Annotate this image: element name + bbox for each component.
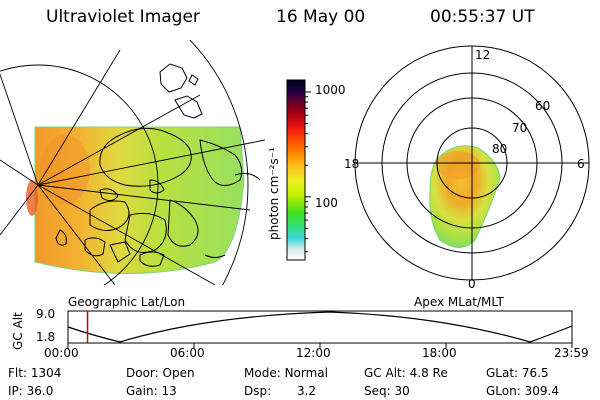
timeline-xtick-2359: 23:59: [554, 346, 589, 360]
dsp-value: Dsp: 3.2: [244, 384, 317, 398]
gain-value: Gain: 13: [126, 384, 177, 398]
polar-plot: [354, 45, 590, 281]
timeline-xtick-0600: 06:00: [170, 346, 205, 360]
timeline-xtick-0000: 00:00: [44, 346, 79, 360]
observation-date: 16 May 00: [276, 7, 366, 27]
geo-graticule: [0, 40, 266, 285]
gc-altitude: GC Alt: 4.8 Re: [364, 366, 448, 380]
mlt-label-12: 12: [475, 48, 490, 62]
polar-plot-caption: Apex MLat/MLT: [414, 295, 504, 309]
mode-status: Mode: Normal: [244, 366, 328, 380]
instrument-title: Ultraviolet Imager: [46, 7, 200, 27]
ip-value: IP: 36.0: [8, 384, 54, 398]
mlat-label-80: 80: [492, 142, 507, 156]
colorbar: [286, 79, 311, 261]
mlt-label-18: 18: [344, 157, 359, 171]
timeline-x-ticks: [67, 343, 573, 348]
mlat-label-60: 60: [535, 99, 550, 113]
mlt-label-0: 0: [468, 277, 476, 291]
colorbar-tick-100: 100: [315, 196, 338, 210]
colorbar-gradient: [286, 79, 306, 261]
timeline-plot: [67, 310, 573, 348]
geo-coastlines: [55, 63, 261, 267]
timeline-xtick-1800: 18:00: [422, 346, 457, 360]
gc-alt-trace: [67, 311, 573, 343]
sequence-number: Seq: 30: [364, 384, 410, 398]
oval-bright-core: [436, 151, 480, 179]
geo-map-caption: Geographic Lat/Lon: [68, 295, 186, 309]
timeline-xtick-1200: 12:00: [296, 346, 331, 360]
geographic-map: [0, 40, 266, 285]
timeline-ytick-low: 1.8: [36, 330, 56, 344]
colorbar-tick-1000: 1000: [315, 83, 346, 97]
mlat-label-70: 70: [512, 121, 527, 135]
colorbar-unit-label: photon cm⁻²s⁻¹: [267, 147, 281, 240]
timeline-frame: [67, 310, 573, 344]
geographic-latitude: GLat: 76.5: [486, 366, 549, 380]
mlt-label-6: 6: [577, 157, 585, 171]
flight-number: Flt: 1304: [8, 366, 62, 380]
timeline-ylabel: GC Alt: [11, 312, 25, 350]
observation-time: 00:55:37 UT: [430, 7, 535, 27]
geo-auroral-image: [34, 126, 245, 274]
timeline-ytick-high: 9.0: [36, 307, 56, 321]
geographic-longitude: GLon: 309.4: [486, 384, 559, 398]
door-status: Door: Open: [126, 366, 195, 380]
